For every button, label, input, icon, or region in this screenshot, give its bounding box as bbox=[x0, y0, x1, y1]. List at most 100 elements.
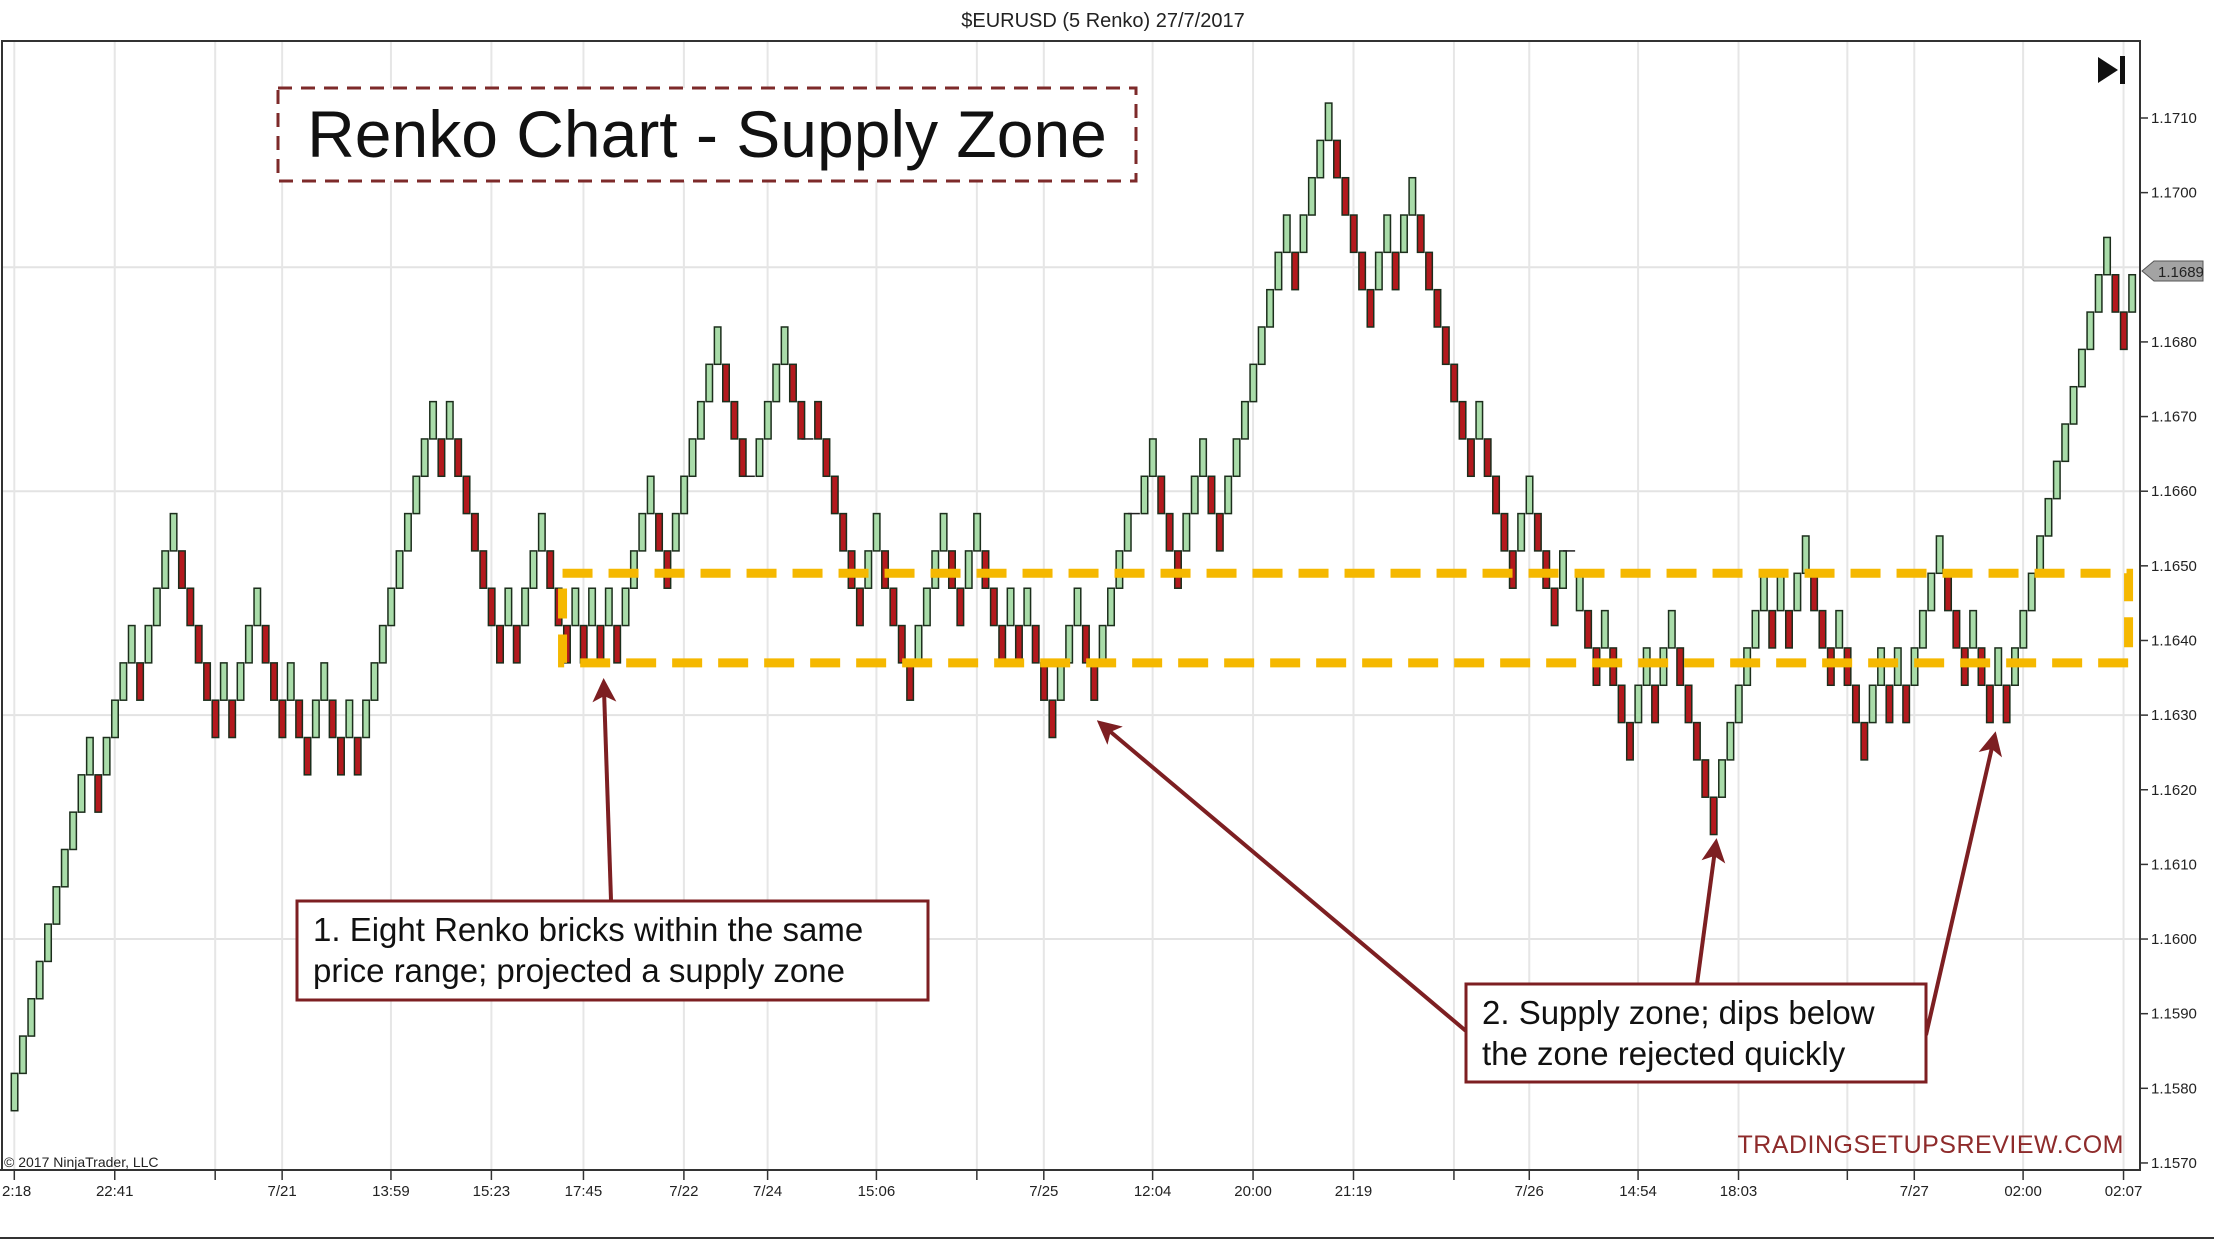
renko-brick-up bbox=[521, 587, 530, 627]
renko-brick-down bbox=[211, 699, 220, 739]
renko-brick-down bbox=[1416, 214, 1425, 254]
renko-brick-up bbox=[696, 400, 705, 440]
renko-brick-up bbox=[311, 699, 320, 739]
x-tick-label: 02:00 bbox=[2004, 1183, 2042, 1200]
annotation-arrow bbox=[592, 678, 617, 901]
x-tick-label: 21:19 bbox=[1335, 1183, 1373, 1200]
renko-brick-up bbox=[1969, 609, 1978, 649]
renko-brick-down bbox=[1366, 288, 1375, 328]
renko-brick-up bbox=[1107, 587, 1116, 627]
renko-brick-down bbox=[1441, 326, 1450, 366]
annotation-line: 2. Supply zone; dips below bbox=[1482, 994, 1875, 1031]
x-tick-label: 22:41 bbox=[96, 1183, 134, 1200]
annotation-arrow bbox=[1924, 731, 2003, 1036]
renko-brick-up bbox=[872, 512, 881, 552]
annotation-box bbox=[1464, 982, 1928, 1084]
renko-brick-up bbox=[1718, 759, 1727, 798]
renko-brick-down bbox=[956, 587, 965, 627]
renko-brick-up bbox=[1600, 609, 1609, 649]
renko-brick-up bbox=[1274, 251, 1283, 291]
renko-brick-down bbox=[822, 438, 831, 478]
y-tick-label: 1.1610 bbox=[2151, 856, 2197, 873]
renko-brick-up bbox=[646, 475, 655, 515]
renko-brick-down bbox=[1651, 684, 1660, 724]
renko-brick-up bbox=[169, 512, 178, 552]
renko-brick-down bbox=[1466, 438, 1475, 478]
renko-brick-down bbox=[2111, 273, 2120, 313]
renko-brick-up bbox=[1232, 438, 1241, 478]
renko-brick-up bbox=[1257, 326, 1266, 366]
renko-brick-down bbox=[1851, 684, 1860, 724]
renko-brick-down bbox=[722, 363, 730, 403]
renko-brick-down bbox=[1333, 139, 1342, 179]
renko-brick-down bbox=[1425, 251, 1434, 291]
renko-brick-down bbox=[546, 550, 555, 589]
x-tick-label: 7/25 bbox=[1029, 1183, 1058, 1200]
renko-brick-down bbox=[1533, 512, 1542, 552]
renko-brick-down bbox=[1902, 684, 1911, 724]
renko-brick-up bbox=[2019, 609, 2028, 649]
renko-brick-up bbox=[604, 587, 613, 627]
renko-brick-up bbox=[1148, 438, 1157, 478]
renko-brick-down bbox=[1885, 684, 1894, 724]
x-axis: 2:18 22:41 7/21 13:59 15:23 17:45 7/22 7/24 15:0… bbox=[0, 1169, 2142, 1200]
renko-brick-down bbox=[1625, 721, 1634, 761]
skip-to-end-icon[interactable] bbox=[2092, 52, 2132, 88]
renko-brick-down bbox=[1458, 400, 1467, 440]
renko-brick-up bbox=[1994, 647, 2003, 687]
renko-brick-up bbox=[152, 587, 161, 627]
renko-brick-up bbox=[1073, 587, 1082, 627]
y-tick-label: 1.1620 bbox=[2151, 782, 2197, 799]
renko-brick-down bbox=[1768, 609, 1777, 649]
renko-brick-down bbox=[1341, 176, 1350, 216]
renko-brick-up bbox=[110, 699, 119, 739]
renko-brick-down bbox=[1165, 512, 1174, 552]
renko-brick-down bbox=[462, 475, 471, 515]
renko-brick-up bbox=[1475, 400, 1484, 440]
renko-brick-down bbox=[989, 587, 998, 627]
y-tick-label: 1.1640 bbox=[2151, 632, 2197, 649]
renko-brick-down bbox=[496, 624, 505, 664]
x-tick-label: 2:18 bbox=[2, 1183, 31, 1200]
renko-brick-up bbox=[403, 512, 412, 552]
renko-brick-down bbox=[2119, 311, 2128, 351]
renko-brick-up bbox=[755, 438, 764, 478]
renko-brick-up bbox=[119, 662, 128, 701]
renko-brick-up bbox=[412, 475, 421, 515]
renko-brick-up bbox=[18, 1035, 27, 1075]
renko-brick-up bbox=[85, 736, 94, 776]
renko-brick-up bbox=[588, 587, 597, 627]
renko-brick-up bbox=[1801, 535, 1810, 575]
renko-brick-down bbox=[270, 662, 279, 701]
renko-brick-up bbox=[286, 662, 295, 701]
y-tick-label: 1.1600 bbox=[2151, 931, 2197, 948]
renko-brick-up bbox=[27, 998, 36, 1037]
renko-brick-up bbox=[537, 512, 546, 552]
x-tick-label: 17:45 bbox=[565, 1183, 603, 1200]
renko-brick-up bbox=[2044, 497, 2053, 537]
y-tick-label: 1.1580 bbox=[2151, 1080, 2197, 1097]
renko-brick-up bbox=[144, 624, 153, 664]
renko-brick-up bbox=[1374, 251, 1383, 291]
renko-brick-down bbox=[1784, 609, 1793, 649]
x-tick-label: 7/27 bbox=[1900, 1183, 1929, 1200]
renko-brick-up bbox=[671, 512, 680, 552]
renko-brick-up bbox=[1517, 512, 1526, 552]
renko-brick-down bbox=[1952, 609, 1961, 649]
y-tick-label: 1.1670 bbox=[2151, 409, 2197, 426]
renko-brick-down bbox=[579, 624, 588, 664]
renko-brick-up bbox=[161, 550, 170, 589]
renko-brick-down bbox=[278, 699, 287, 739]
renko-brick-up bbox=[939, 512, 948, 552]
renko-brick-down bbox=[203, 662, 212, 701]
renko-brick-up bbox=[1793, 572, 1802, 612]
renko-brick-up bbox=[370, 662, 379, 701]
renko-brick-up bbox=[1307, 176, 1316, 216]
renko-brick-down bbox=[437, 438, 446, 478]
annotation-line: price range; projected a supply zone bbox=[313, 952, 845, 989]
annotation-2: 2. Supply zone; dips below the zone reje… bbox=[1096, 720, 2003, 1084]
renko-brick-up bbox=[1575, 572, 1584, 612]
copyright: © 2017 NinjaTrader, LLC bbox=[4, 1154, 159, 1170]
renko-brick-down bbox=[998, 624, 1007, 664]
